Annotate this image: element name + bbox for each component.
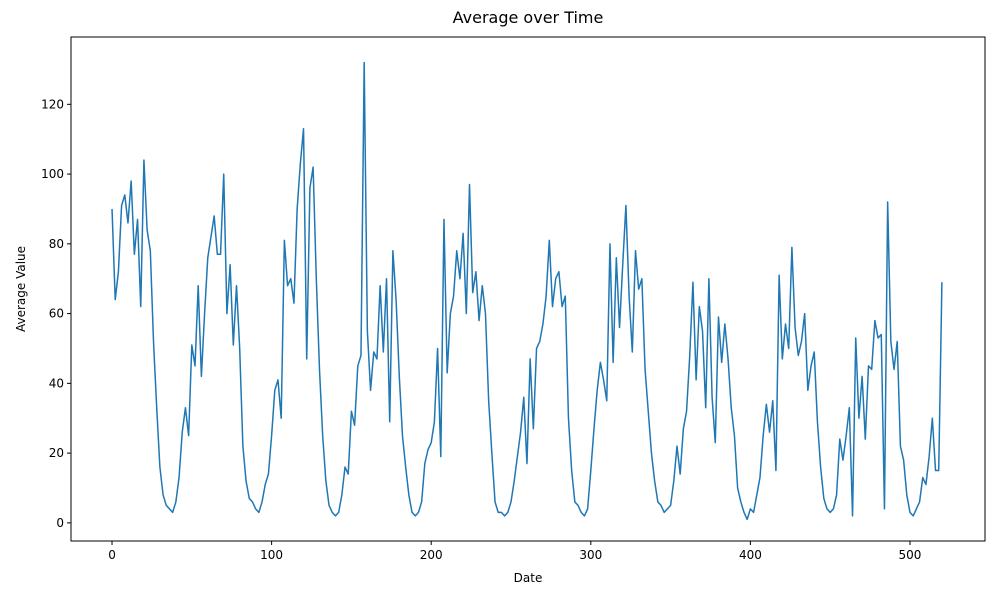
data-line <box>111 61 943 521</box>
y-tick-label: 0 <box>56 516 64 530</box>
x-tick-label: 200 <box>420 548 443 562</box>
x-axis-label: Date <box>514 571 543 585</box>
x-tick-label: 300 <box>579 548 602 562</box>
x-tick-label: 100 <box>260 548 283 562</box>
chart-title: Average over Time <box>453 8 604 27</box>
y-tick-label: 20 <box>49 446 64 460</box>
y-tick-label: 80 <box>49 237 64 251</box>
y-tick-label: 60 <box>49 307 64 321</box>
x-tick-label: 400 <box>739 548 762 562</box>
plot-frame <box>70 36 986 542</box>
y-tick-label: 120 <box>41 97 64 111</box>
y-tick-label: 40 <box>49 376 64 390</box>
x-tick-label: 500 <box>899 548 922 562</box>
y-axis-label: Average Value <box>14 246 28 332</box>
y-tick-label: 100 <box>41 167 64 181</box>
x-tick-label: 0 <box>108 548 116 562</box>
